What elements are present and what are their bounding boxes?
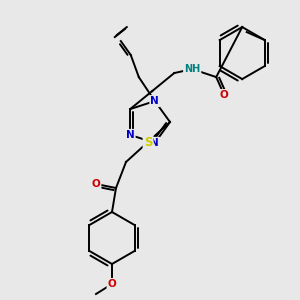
Text: O: O <box>92 179 100 189</box>
Text: N: N <box>150 96 159 106</box>
Text: NH: NH <box>184 64 200 74</box>
Text: N: N <box>126 130 135 140</box>
Text: N: N <box>150 138 159 148</box>
Text: S: S <box>144 136 152 148</box>
Text: O: O <box>108 279 116 289</box>
Text: O: O <box>220 90 229 100</box>
